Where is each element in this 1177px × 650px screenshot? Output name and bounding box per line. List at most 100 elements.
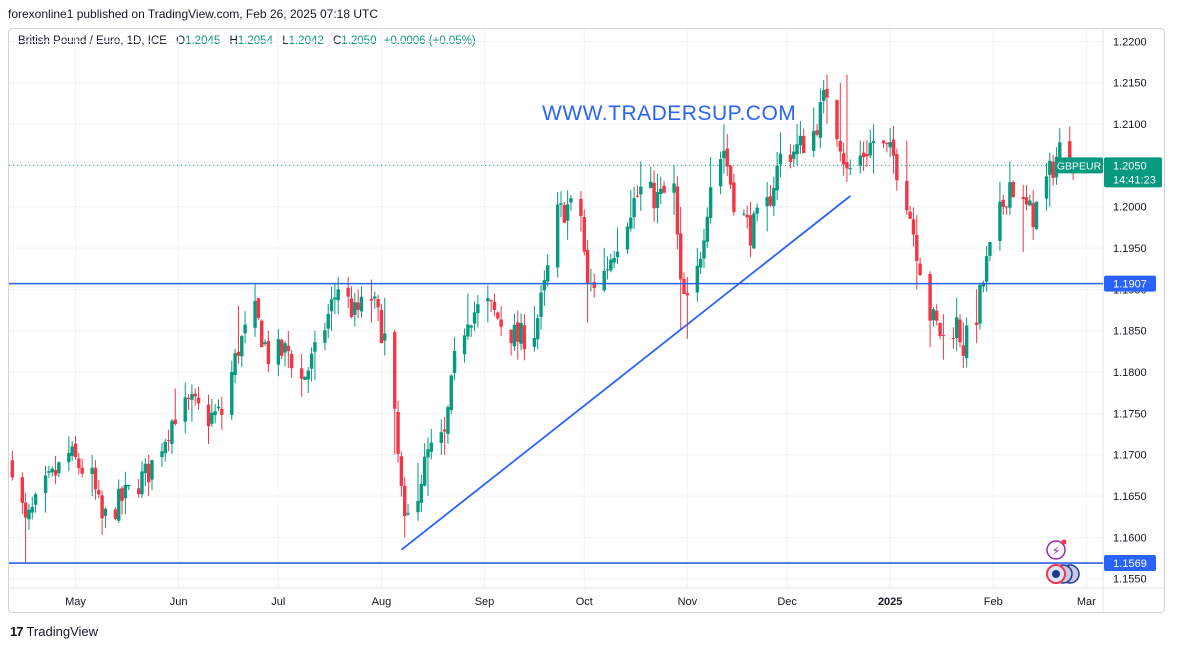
candle-body bbox=[981, 282, 985, 287]
candle-body bbox=[579, 198, 583, 217]
candle-body bbox=[276, 339, 281, 365]
level-price-label: 1.1907 bbox=[1113, 279, 1147, 291]
candle-body bbox=[519, 323, 523, 344]
candle-body bbox=[978, 284, 982, 324]
level-price-label: 1.1569 bbox=[1113, 558, 1147, 570]
candle-body bbox=[802, 135, 806, 153]
candle-body bbox=[190, 394, 194, 400]
candle-body bbox=[662, 185, 666, 193]
candle-body bbox=[974, 322, 979, 325]
candle-body bbox=[888, 142, 892, 148]
candle-body bbox=[938, 322, 942, 336]
candle-body bbox=[486, 298, 490, 302]
candle-body bbox=[841, 153, 846, 165]
candle-body bbox=[43, 475, 48, 493]
time-tick-label: Jun bbox=[170, 596, 188, 608]
candle-body bbox=[67, 452, 71, 463]
candle-body bbox=[951, 338, 956, 340]
candle-body bbox=[798, 135, 803, 146]
candle-body bbox=[283, 343, 287, 353]
candle-body bbox=[449, 375, 453, 410]
candle-body bbox=[788, 154, 793, 163]
candle-body bbox=[792, 151, 796, 159]
candle-body bbox=[768, 196, 773, 206]
candle-body bbox=[778, 153, 783, 165]
countdown-label: 14:41:23 bbox=[1113, 174, 1156, 186]
candle-body bbox=[838, 140, 843, 152]
candle-body bbox=[516, 322, 520, 342]
candle-body bbox=[881, 140, 886, 144]
time-tick-label: Dec bbox=[777, 596, 797, 608]
candle-body bbox=[718, 159, 723, 187]
price-tick-label: 1.1650 bbox=[1113, 491, 1147, 503]
candle-body bbox=[1004, 206, 1009, 208]
candle-body bbox=[562, 204, 567, 223]
price-tick-label: 1.2200 bbox=[1113, 36, 1147, 48]
candle-body bbox=[592, 282, 596, 289]
candle-body bbox=[775, 165, 779, 191]
candle-body bbox=[1048, 160, 1052, 175]
candle-body bbox=[260, 320, 264, 348]
candle-body bbox=[216, 406, 221, 409]
candle-body bbox=[725, 148, 729, 167]
candle-body bbox=[615, 251, 620, 258]
candle-body bbox=[10, 460, 15, 478]
candle-body bbox=[309, 353, 314, 369]
candle-body bbox=[812, 131, 816, 151]
candle-body bbox=[1021, 196, 1025, 199]
candle-body bbox=[675, 186, 680, 235]
candle-body bbox=[346, 287, 350, 297]
candle-body bbox=[446, 407, 450, 434]
candle-body bbox=[403, 485, 407, 516]
candle-body bbox=[236, 351, 241, 356]
current-price-tag bbox=[1104, 157, 1162, 188]
price-tick-label: 1.1850 bbox=[1113, 326, 1147, 338]
candle-body bbox=[452, 351, 457, 373]
candle-body bbox=[462, 335, 467, 355]
trendline bbox=[400, 195, 851, 551]
candle-body bbox=[928, 274, 932, 321]
price-tick-label: 1.1750 bbox=[1113, 408, 1147, 420]
candle-body bbox=[1024, 197, 1029, 205]
candle-body bbox=[57, 462, 61, 474]
candle-body bbox=[213, 411, 217, 416]
candle-body bbox=[77, 458, 81, 469]
candle-body bbox=[848, 168, 852, 170]
candle-body bbox=[984, 256, 989, 282]
candle-body bbox=[143, 463, 148, 474]
candle-body bbox=[323, 330, 327, 343]
candle-body bbox=[173, 419, 177, 425]
candle-body bbox=[196, 397, 201, 404]
candle-body bbox=[958, 319, 962, 343]
tradingview-footer[interactable]: 17 TradingView bbox=[10, 624, 98, 639]
ticker-tag bbox=[1055, 157, 1103, 174]
price-tick-label: 1.1950 bbox=[1113, 243, 1147, 255]
current-price-label: 1.2050 bbox=[1113, 160, 1147, 172]
candle-body bbox=[918, 263, 922, 276]
candle-body bbox=[279, 339, 284, 356]
candle-body bbox=[845, 162, 849, 169]
candle-body bbox=[685, 292, 690, 296]
candle-body bbox=[695, 265, 700, 293]
candle-body bbox=[858, 155, 862, 166]
candle-body bbox=[954, 317, 959, 339]
candle-body bbox=[356, 302, 360, 310]
candle-body bbox=[821, 90, 826, 101]
candle-body bbox=[1001, 199, 1005, 207]
candle-body bbox=[256, 298, 261, 319]
candle-body bbox=[466, 324, 470, 337]
candle-body bbox=[359, 296, 364, 312]
candle-body bbox=[865, 154, 869, 157]
candle-body bbox=[772, 188, 776, 207]
candle-body bbox=[752, 213, 756, 249]
candle-body bbox=[329, 299, 334, 312]
candle-body bbox=[722, 150, 726, 159]
candle-body bbox=[532, 337, 537, 347]
candle-body bbox=[303, 376, 307, 380]
candle-body bbox=[871, 141, 876, 144]
candle-body bbox=[369, 298, 374, 301]
candle-body bbox=[698, 258, 703, 268]
candle-body bbox=[509, 329, 513, 344]
candle-body bbox=[289, 353, 294, 369]
